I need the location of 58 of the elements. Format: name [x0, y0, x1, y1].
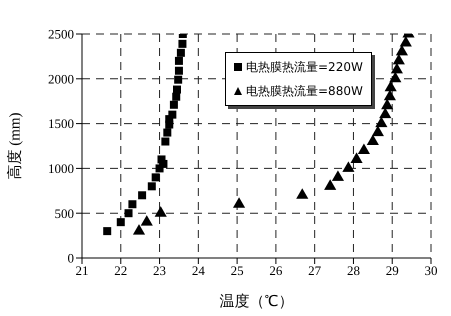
x-tick-label: 24	[192, 263, 206, 278]
point	[232, 197, 246, 208]
y-tick-label: 500	[54, 206, 74, 221]
point	[170, 100, 178, 109]
point	[332, 170, 344, 181]
point	[381, 98, 394, 110]
point	[324, 179, 336, 190]
x-axis-title: 温度（℃）	[220, 293, 294, 310]
y-tick-label: 2500	[48, 26, 74, 42]
point	[389, 72, 402, 82]
point	[168, 110, 176, 119]
point	[140, 215, 153, 226]
point	[390, 62, 403, 74]
x-tick-label: 22	[114, 263, 128, 278]
point	[174, 66, 183, 75]
point	[375, 116, 388, 128]
point	[350, 152, 363, 163]
point	[178, 40, 186, 48]
point	[138, 191, 146, 200]
point	[358, 143, 370, 154]
y-tick-label: 1000	[48, 161, 74, 176]
x-tick-label: 26	[269, 263, 283, 278]
point	[124, 209, 133, 218]
point	[132, 224, 146, 235]
y-tick-label: 2000	[48, 71, 74, 86]
y-tick-label: 0	[68, 250, 74, 266]
legend-label: 电热膜热流量=880W	[246, 83, 363, 100]
point	[161, 138, 170, 146]
point	[174, 56, 183, 65]
y-axis-title: 高度 (mm)	[6, 112, 24, 180]
point	[154, 206, 167, 217]
y-tick-label: 1500	[48, 116, 74, 132]
point	[176, 48, 185, 57]
point	[379, 108, 392, 118]
point	[384, 80, 397, 92]
point	[148, 182, 156, 190]
x-tick-label: 28	[346, 263, 360, 278]
point	[163, 128, 172, 137]
x-tick-label: 21	[76, 263, 88, 278]
point	[342, 161, 354, 172]
point	[296, 188, 308, 199]
x-tick-label: 30	[424, 263, 438, 278]
x-tick-label: 25	[230, 263, 244, 278]
point	[392, 54, 405, 64]
point	[366, 134, 379, 146]
point	[384, 90, 396, 100]
point	[372, 126, 384, 136]
point	[103, 227, 112, 236]
point	[116, 218, 125, 226]
point	[128, 200, 136, 208]
x-tick-label: 29	[386, 263, 399, 278]
point	[173, 86, 182, 94]
point	[174, 76, 182, 84]
legend-label: 电热膜热流量=220W	[246, 59, 363, 76]
x-tick-label: 27	[308, 263, 322, 278]
point	[152, 173, 160, 182]
point	[159, 160, 168, 168]
x-tick-label: 23	[153, 263, 166, 278]
